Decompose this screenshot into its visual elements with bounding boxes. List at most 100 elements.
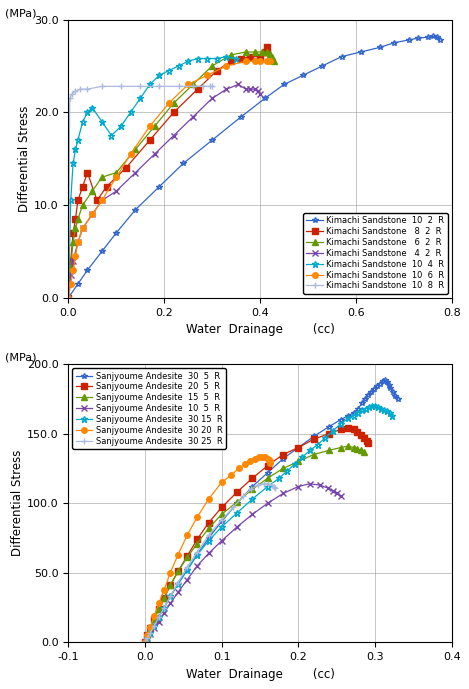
Sanjyoume Andesite  30  5  R (385, 378, 390, 387)
Sanjyoume Andesite  30  5  R (142, 638, 148, 646)
Kimachi Sandstone   6  2  R (68, 261, 74, 269)
Sanjyoume Andesite  30 20  R (194, 513, 200, 522)
Sanjyoume Andesite  30 20  R (151, 612, 157, 620)
Sanjyoume Andesite  30 20  R (148, 623, 153, 631)
Sanjyoume Andesite  15  5  R (338, 444, 343, 452)
Kimachi Sandstone   4  2  R (133, 169, 138, 177)
Sanjyoume Andesite  30  5  R (194, 551, 200, 559)
Kimachi Sandstone  10  2  R (113, 229, 119, 237)
Sanjyoume Andesite  30 15  R (363, 404, 369, 413)
Sanjyoume Andesite  30 15  R (184, 566, 190, 574)
Kimachi Sandstone   4  2  R (75, 238, 81, 247)
Sanjyoume Andesite  10  5  R (338, 492, 343, 500)
Sanjyoume Andesite  15  5  R (295, 457, 301, 466)
Kimachi Sandstone  10  8  R (69, 90, 75, 98)
Sanjyoume Andesite  30 15  R (151, 621, 157, 630)
Kimachi Sandstone   6  2  R (267, 50, 272, 58)
Sanjyoume Andesite  30 15  R (194, 551, 200, 559)
Kimachi Sandstone  10  6  R (66, 294, 71, 302)
Kimachi Sandstone  10  2  R (281, 81, 287, 89)
Kimachi Sandstone  10  6  R (128, 150, 134, 158)
Sanjyoume Andesite  10  5  R (250, 511, 255, 519)
Sanjyoume Andesite  10  5  R (161, 609, 167, 617)
Kimachi Sandstone   6  2  R (75, 215, 81, 223)
Sanjyoume Andesite  20  5  R (151, 615, 157, 623)
Sanjyoume Andesite  15  5  R (151, 615, 157, 623)
Sanjyoume Andesite  30 25  R (230, 503, 236, 511)
Sanjyoume Andesite  30 15  R (330, 426, 336, 435)
Kimachi Sandstone   4  2  R (80, 224, 85, 232)
Kimachi Sandstone   8  2  R (66, 294, 71, 302)
Sanjyoume Andesite  30 25  R (142, 638, 148, 646)
Kimachi Sandstone  10  6  R (70, 266, 76, 274)
Kimachi Sandstone  10  6  R (75, 238, 81, 247)
Kimachi Sandstone  10  2  R (406, 36, 411, 44)
Sanjyoume Andesite  30  5  R (390, 388, 395, 396)
Kimachi Sandstone  10  6  R (252, 57, 258, 65)
Sanjyoume Andesite  10  5  R (167, 599, 173, 608)
Kimachi Sandstone  10  4  R (75, 136, 81, 144)
Sanjyoume Andesite  30 15  R (385, 407, 390, 415)
Kimachi Sandstone   8  2  R (238, 54, 244, 63)
Sanjyoume Andesite  30 15  R (338, 420, 343, 428)
Sanjyoume Andesite  30  5  R (363, 395, 368, 403)
Sanjyoume Andesite  30 20  R (252, 455, 257, 463)
Sanjyoume Andesite  30  5  R (326, 422, 332, 431)
Kimachi Sandstone  10  2  R (157, 183, 162, 191)
Kimachi Sandstone  10  4  R (80, 117, 85, 125)
Sanjyoume Andesite  10  5  R (325, 484, 330, 492)
Sanjyoume Andesite  15  5  R (346, 442, 351, 451)
Sanjyoume Andesite  10  5  R (234, 523, 240, 531)
Sanjyoume Andesite  30 15  R (315, 441, 320, 449)
Sanjyoume Andesite  15  5  R (142, 638, 148, 646)
Sanjyoume Andesite  30  5  R (175, 580, 181, 588)
Kimachi Sandstone   4  2  R (68, 271, 74, 279)
Sanjyoume Andesite  30 20  R (219, 478, 225, 486)
Kimachi Sandstone  10  2  R (377, 43, 383, 52)
Text: (MPa): (MPa) (5, 8, 37, 18)
Kimachi Sandstone   6  2  R (113, 169, 119, 177)
Sanjyoume Andesite  30 15  R (359, 406, 365, 414)
Sanjyoume Andesite  30 20  R (247, 457, 253, 466)
Sanjyoume Andesite  30  5  R (148, 628, 153, 637)
Kimachi Sandstone  10  2  R (425, 33, 431, 41)
Line: Kimachi Sandstone   4  2  R: Kimachi Sandstone 4 2 R (65, 81, 264, 301)
Sanjyoume Andesite  30 20  R (156, 599, 162, 608)
Kimachi Sandstone  10  8  R (209, 82, 215, 90)
Kimachi Sandstone  10  8  R (190, 82, 196, 90)
Kimachi Sandstone   8  2  R (73, 215, 78, 223)
Sanjyoume Andesite  30  5  R (167, 593, 173, 601)
Sanjyoume Andesite  30  5  R (359, 399, 365, 407)
Kimachi Sandstone   8  2  R (257, 52, 263, 61)
Sanjyoume Andesite  30 25  R (151, 621, 157, 630)
Sanjyoume Andesite  15  5  R (250, 485, 255, 493)
Sanjyoume Andesite  30 20  R (184, 531, 190, 539)
Sanjyoume Andesite  30  5  R (219, 517, 225, 526)
Kimachi Sandstone  10  6  R (185, 81, 191, 89)
Sanjyoume Andesite  15  5  R (184, 553, 190, 562)
Sanjyoume Andesite  30 25  R (248, 485, 254, 493)
Legend: Sanjyoume Andesite  30  5  R, Sanjyoume Andesite  20  5  R, Sanjyoume Andesite  : Sanjyoume Andesite 30 5 R, Sanjyoume And… (73, 368, 226, 449)
Sanjyoume Andesite  30 25  R (156, 613, 162, 621)
Kimachi Sandstone  10  4  R (195, 54, 201, 63)
Kimachi Sandstone   4  2  R (70, 256, 76, 265)
Sanjyoume Andesite  20  5  R (362, 433, 367, 442)
Kimachi Sandstone   6  2  R (252, 48, 258, 56)
Kimachi Sandstone   8  2  R (265, 43, 270, 52)
Kimachi Sandstone   6  2  R (190, 81, 196, 89)
Sanjyoume Andesite  15  5  R (148, 624, 153, 633)
Kimachi Sandstone   6  2  R (269, 52, 275, 61)
Sanjyoume Andesite  10  5  R (317, 481, 323, 489)
Kimachi Sandstone   4  2  R (152, 150, 158, 158)
Kimachi Sandstone  10  2  R (319, 62, 325, 70)
Kimachi Sandstone  10  4  R (166, 66, 172, 74)
Kimachi Sandstone   4  2  R (190, 113, 196, 121)
Sanjyoume Andesite  30  5  R (377, 380, 383, 388)
Sanjyoume Andesite  30  5  R (365, 391, 371, 399)
Sanjyoume Andesite  30  5  R (280, 455, 286, 463)
Sanjyoume Andesite  10  5  R (295, 482, 301, 491)
Sanjyoume Andesite  15  5  R (358, 446, 364, 455)
Sanjyoume Andesite  20  5  R (358, 431, 364, 439)
Sanjyoume Andesite  30 20  R (259, 453, 265, 461)
Sanjyoume Andesite  20  5  R (175, 567, 181, 575)
